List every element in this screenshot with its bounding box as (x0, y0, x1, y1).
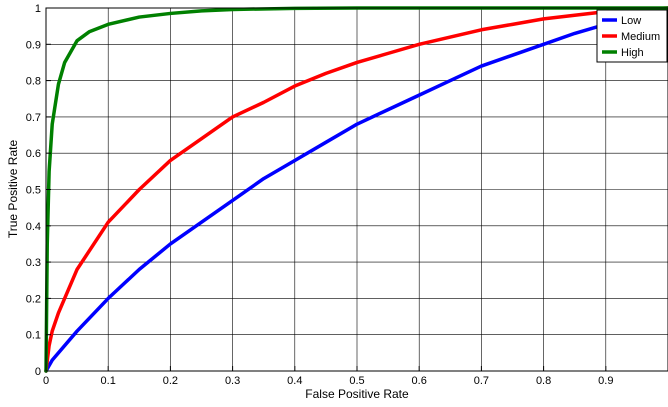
y-tick-label: 1 (35, 3, 41, 15)
y-axis-title: True Positive Rate (6, 140, 20, 239)
y-tick-label: 0.3 (26, 257, 41, 269)
y-tick-label: 0 (35, 366, 41, 378)
y-tick-label: 0.9 (26, 39, 41, 51)
grid (46, 8, 668, 371)
x-tick-label: 0.1 (101, 375, 116, 387)
x-tick-label: 0.8 (536, 375, 551, 387)
legend-label: High (621, 47, 644, 59)
y-tick-label: 0.1 (26, 330, 41, 342)
x-tick-label: 0.9 (598, 375, 613, 387)
x-tick-label: 0.3 (225, 375, 240, 387)
y-tick-label: 0.2 (26, 293, 41, 305)
legend-label: Low (621, 15, 641, 27)
y-tick-label: 0.8 (26, 76, 41, 88)
y-tick-label: 0.5 (26, 185, 41, 197)
x-tick-label: 0.2 (163, 375, 178, 387)
y-tick-label: 0.6 (26, 148, 41, 160)
legend: Low Medium High (596, 9, 668, 63)
legend-label: Medium (621, 31, 660, 43)
y-tick-label: 0.7 (26, 112, 41, 124)
x-tick-label: 0.5 (349, 375, 364, 387)
x-axis-title: False Positive Rate (305, 387, 409, 401)
x-tick-label: 0.7 (474, 375, 489, 387)
series-line-low (44, 6, 668, 373)
y-axis-ticks: 0 0.1 0.2 0.3 0.4 0.5 0.6 0.7 0.8 0.9 1 (26, 3, 51, 378)
x-tick-label: 0 (43, 375, 49, 387)
series-line-medium (44, 6, 668, 373)
x-axis-ticks: 0 0.1 0.2 0.3 0.4 0.5 0.6 0.7 0.8 0.9 (43, 366, 613, 387)
x-tick-label: 0.6 (412, 375, 427, 387)
y-tick-label: 0.4 (26, 221, 41, 233)
x-tick-label: 0.4 (287, 375, 302, 387)
